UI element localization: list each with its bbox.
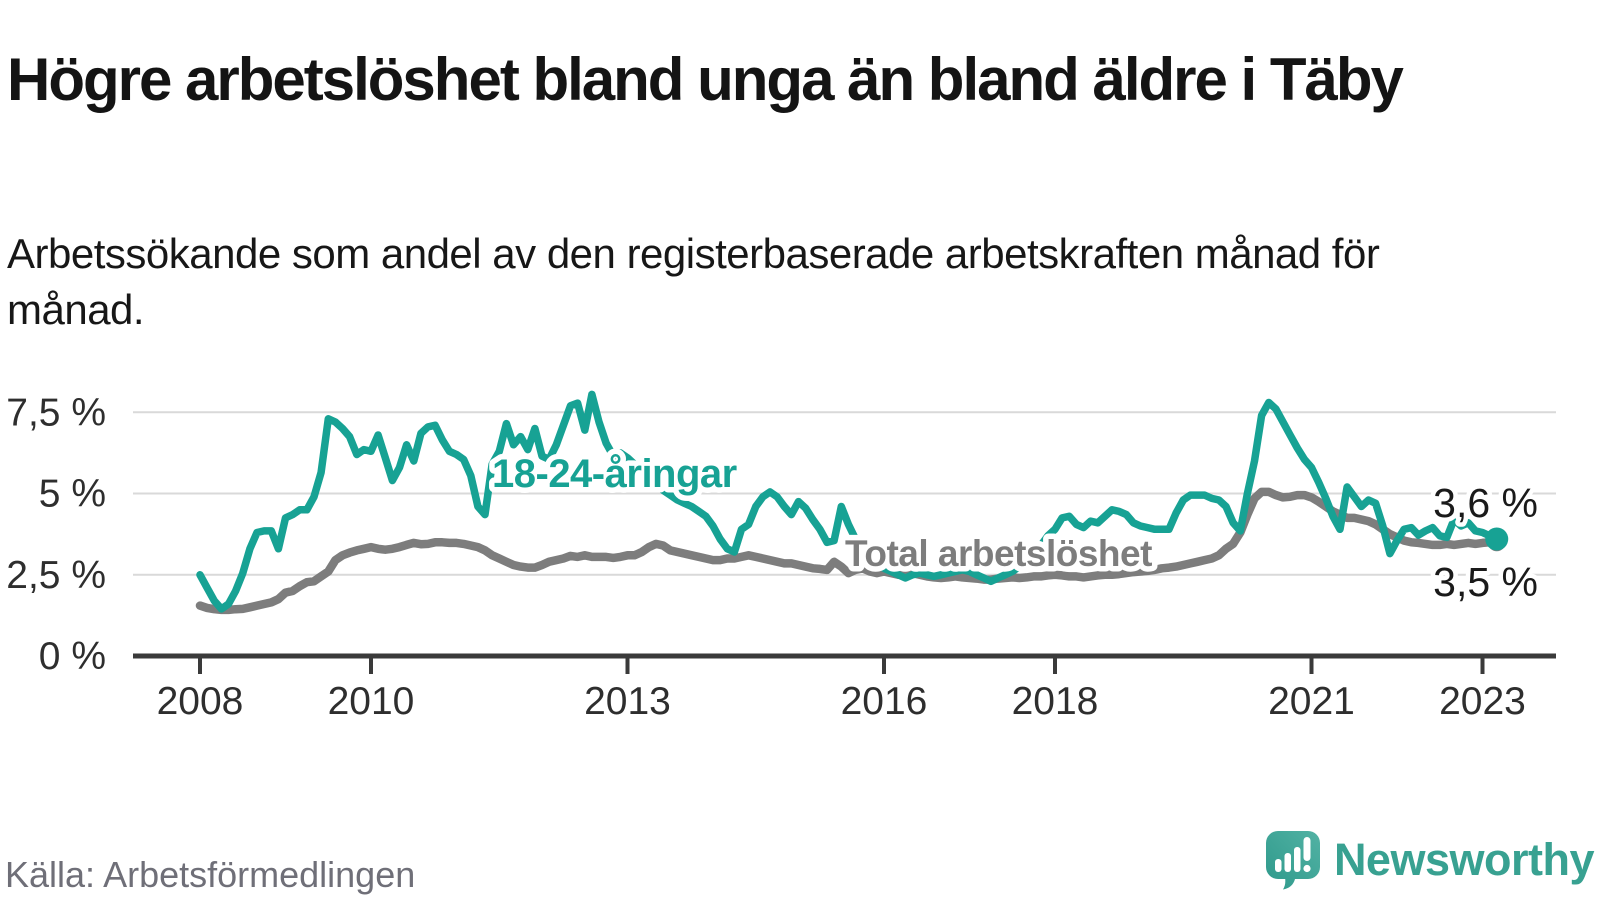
x-axis-tick-label: 2010 [328, 680, 415, 723]
series-label-total: Total arbetslöshet [845, 533, 1152, 574]
series-line-youth [196, 390, 1501, 613]
page-subtitle: Arbetssökande som andel av den registerb… [7, 230, 1380, 333]
exclamation-stem [1303, 837, 1311, 861]
series-line-total [195, 487, 1502, 615]
brand-name: Newsworthy [1333, 834, 1595, 885]
y-axis-tick-label: 0 % [39, 635, 106, 678]
y-axis-tick-label: 7,5 % [6, 391, 106, 434]
bar-1 [1274, 859, 1282, 872]
x-axis-tick-label: 2008 [157, 680, 244, 723]
end-value-label-youth: 3,6 % [1433, 480, 1538, 526]
y-axis-tick-label: 2,5 % [6, 554, 106, 597]
newsworthy-logo: Newsworthy [1265, 830, 1595, 890]
newsworthy-icon [1265, 831, 1320, 890]
y-axis-tick-label: 5 % [39, 473, 106, 516]
x-axis-labels: 2008 2010 2013 2016 2018 2021 2023 [157, 680, 1526, 723]
source-note: Källa: Arbetsförmedlingen [5, 854, 416, 895]
end-value-label-total: 3,5 % [1433, 559, 1538, 605]
bar-2 [1284, 853, 1291, 872]
x-axis-tick-label: 2016 [841, 680, 928, 723]
series-label-youth: 18-24-åringar [492, 452, 737, 496]
page-title: Högre arbetslöshet bland unga än bland ä… [7, 46, 1404, 114]
x-axis-tick-label: 2018 [1012, 680, 1099, 723]
series-end-dot-youth [1485, 527, 1509, 551]
series-end-dots [1485, 527, 1509, 552]
x-axis [133, 653, 1556, 674]
exclamation-dot [1303, 864, 1311, 873]
x-axis-tick-label: 2023 [1439, 680, 1526, 723]
x-axis-tick-label: 2021 [1268, 680, 1355, 723]
y-axis-labels: 0 % 2,5 % 5 % 7,5 % [6, 391, 106, 678]
series-lines [195, 390, 1502, 615]
x-axis-tick-label: 2013 [584, 680, 671, 723]
bar-3 [1293, 847, 1301, 872]
